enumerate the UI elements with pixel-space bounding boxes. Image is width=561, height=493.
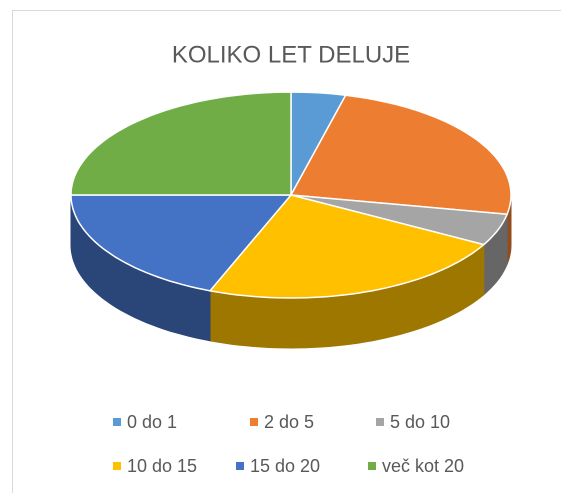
legend-swatch [368,462,376,470]
chart-title: KOLIKO LET DELUJE [172,41,410,68]
pie-slice [208,194,486,299]
legend-label: 0 do 1 [127,412,177,432]
legend-swatch [113,462,121,470]
pie-slice [70,194,293,292]
legend-label: 10 do 15 [127,456,197,476]
legend-swatch [250,418,258,426]
legend-swatch [376,418,384,426]
pie-slice [70,91,292,196]
legend-label: 15 do 20 [250,456,320,476]
legend-swatch [113,418,121,426]
legend-label: 2 do 5 [264,412,314,432]
legend-swatch [236,462,244,470]
legend-label: 5 do 10 [390,412,450,432]
pie-slice [289,94,512,216]
pie-slice [290,194,509,246]
legend-label: več kot 20 [382,456,464,476]
